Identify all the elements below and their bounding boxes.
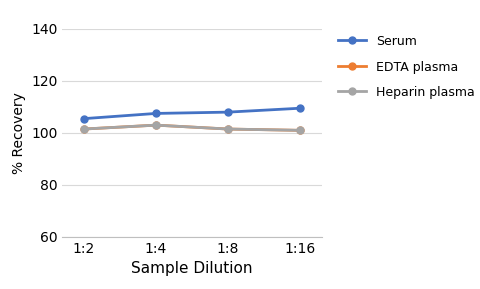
Heparin plasma bbox=[81, 127, 87, 131]
EDTA plasma bbox=[225, 127, 231, 131]
Line: Heparin plasma: Heparin plasma bbox=[81, 122, 303, 134]
Heparin plasma bbox=[153, 123, 159, 127]
Legend: Serum, EDTA plasma, Heparin plasma: Serum, EDTA plasma, Heparin plasma bbox=[338, 35, 474, 99]
Y-axis label: % Recovery: % Recovery bbox=[12, 92, 25, 174]
EDTA plasma bbox=[81, 127, 87, 131]
EDTA plasma bbox=[153, 123, 159, 127]
Line: Serum: Serum bbox=[81, 105, 303, 122]
EDTA plasma bbox=[297, 129, 303, 132]
X-axis label: Sample Dilution: Sample Dilution bbox=[131, 261, 253, 276]
Serum bbox=[153, 112, 159, 115]
Heparin plasma bbox=[297, 129, 303, 132]
Serum bbox=[225, 110, 231, 114]
Heparin plasma bbox=[225, 127, 231, 131]
Line: EDTA plasma: EDTA plasma bbox=[81, 122, 303, 134]
Serum bbox=[297, 107, 303, 110]
Serum bbox=[81, 117, 87, 120]
